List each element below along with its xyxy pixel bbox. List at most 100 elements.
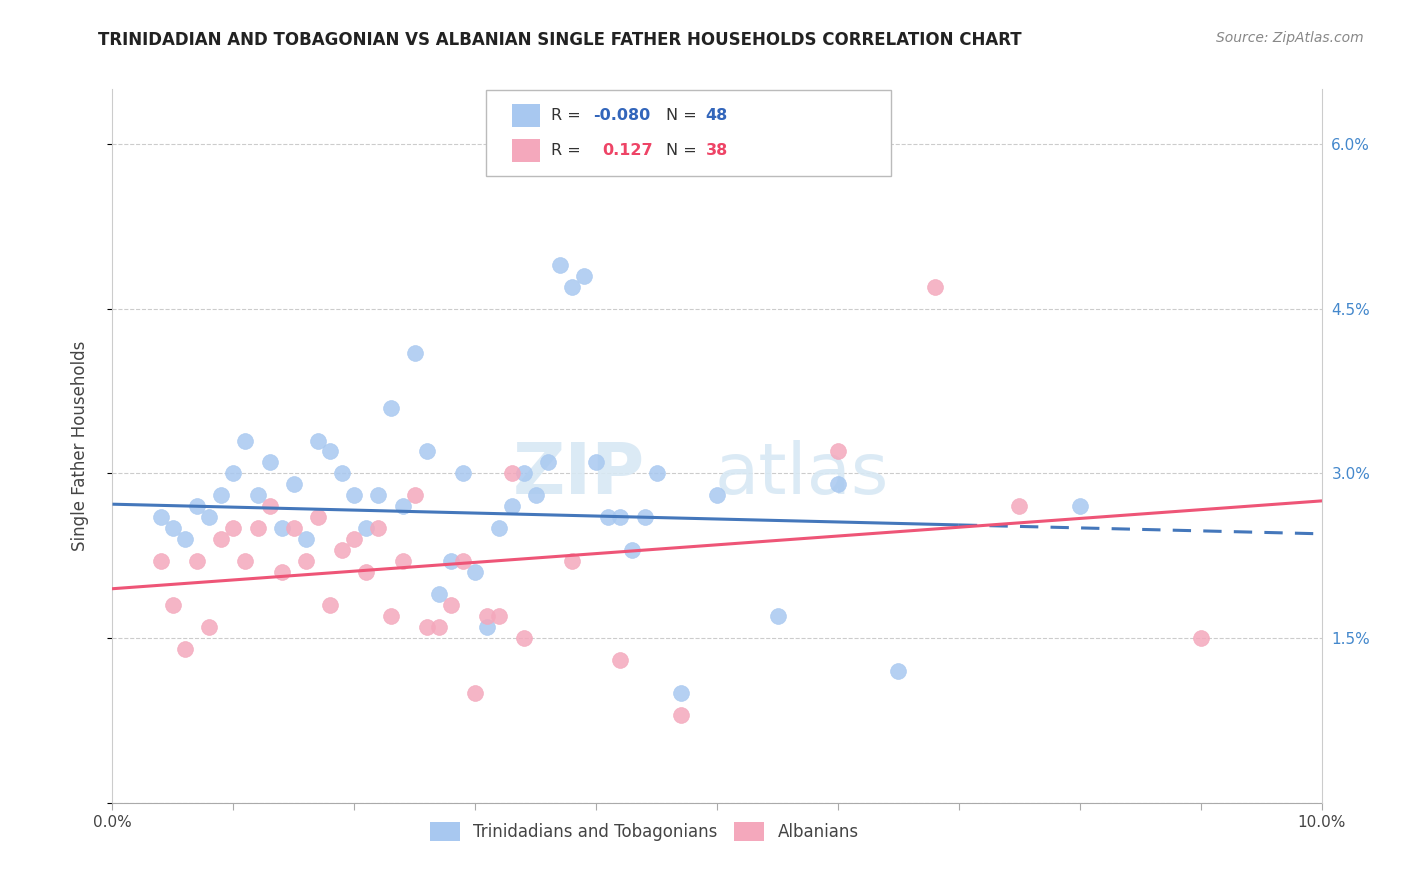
Point	[391, 500, 413, 514]
Point	[367, 521, 389, 535]
Y-axis label: Single Father Households: Single Father Households	[70, 341, 89, 551]
Text: N =: N =	[666, 143, 703, 158]
Point	[598, 510, 620, 524]
Point	[380, 401, 402, 415]
Point	[343, 488, 366, 502]
Point	[319, 444, 342, 458]
Point	[427, 587, 450, 601]
Point	[149, 510, 172, 524]
Point	[548, 258, 571, 272]
Point	[451, 554, 474, 568]
Point	[477, 620, 499, 634]
Point	[222, 467, 245, 481]
Text: atlas: atlas	[714, 440, 889, 509]
Text: -0.080: -0.080	[593, 108, 651, 123]
Point	[330, 543, 353, 558]
Point	[706, 488, 728, 502]
Point	[621, 543, 644, 558]
Text: 48: 48	[706, 108, 728, 123]
Point	[537, 455, 560, 469]
Point	[1008, 500, 1031, 514]
Text: TRINIDADIAN AND TOBAGONIAN VS ALBANIAN SINGLE FATHER HOUSEHOLDS CORRELATION CHAR: TRINIDADIAN AND TOBAGONIAN VS ALBANIAN S…	[98, 31, 1022, 49]
Point	[501, 467, 523, 481]
Point	[1069, 500, 1091, 514]
Point	[186, 554, 208, 568]
Point	[270, 521, 292, 535]
Point	[572, 268, 595, 283]
Point	[246, 488, 269, 502]
Point	[283, 477, 305, 491]
Point	[416, 620, 439, 634]
Point	[512, 467, 534, 481]
Point	[174, 533, 197, 547]
Point	[283, 521, 305, 535]
Point	[356, 521, 378, 535]
Point	[356, 566, 378, 580]
Point	[427, 620, 450, 634]
Text: R =: R =	[551, 143, 591, 158]
Point	[259, 455, 281, 469]
Text: 38: 38	[706, 143, 728, 158]
Point	[391, 554, 413, 568]
Point	[319, 598, 342, 612]
Point	[585, 455, 607, 469]
Point	[174, 642, 197, 657]
Text: R =: R =	[551, 108, 586, 123]
Point	[246, 521, 269, 535]
Point	[827, 477, 849, 491]
Point	[235, 434, 257, 448]
Point	[645, 467, 668, 481]
Point	[162, 598, 184, 612]
Point	[464, 566, 486, 580]
Point	[887, 664, 910, 678]
Point	[162, 521, 184, 535]
Point	[295, 554, 318, 568]
Point	[827, 444, 849, 458]
Point	[380, 609, 402, 624]
Point	[561, 280, 583, 294]
Point	[416, 444, 439, 458]
Point	[524, 488, 547, 502]
Point	[235, 554, 257, 568]
Point	[451, 467, 474, 481]
Point	[343, 533, 366, 547]
Point	[330, 467, 353, 481]
Point	[367, 488, 389, 502]
Legend: Trinidadians and Tobagonians, Albanians: Trinidadians and Tobagonians, Albanians	[423, 815, 866, 848]
Point	[488, 609, 510, 624]
Point	[609, 510, 631, 524]
Point	[404, 345, 426, 359]
Point	[198, 620, 221, 634]
Point	[512, 631, 534, 645]
Point	[149, 554, 172, 568]
Point	[561, 554, 583, 568]
Point	[209, 488, 232, 502]
Point	[295, 533, 318, 547]
Point	[924, 280, 946, 294]
Point	[488, 521, 510, 535]
Point	[209, 533, 232, 547]
Point	[270, 566, 292, 580]
Text: N =: N =	[666, 108, 703, 123]
Point	[1189, 631, 1212, 645]
Point	[477, 609, 499, 624]
Point	[259, 500, 281, 514]
Point	[307, 510, 329, 524]
Point	[222, 521, 245, 535]
Point	[464, 686, 486, 700]
Point	[766, 609, 789, 624]
Point	[669, 686, 692, 700]
Text: 0.127: 0.127	[602, 143, 652, 158]
Point	[501, 500, 523, 514]
Point	[404, 488, 426, 502]
Text: ZIP: ZIP	[512, 440, 644, 509]
Point	[186, 500, 208, 514]
Point	[669, 708, 692, 723]
Point	[440, 598, 463, 612]
Text: Source: ZipAtlas.com: Source: ZipAtlas.com	[1216, 31, 1364, 45]
Point	[633, 510, 655, 524]
Point	[440, 554, 463, 568]
Point	[609, 653, 631, 667]
Point	[198, 510, 221, 524]
Point	[307, 434, 329, 448]
